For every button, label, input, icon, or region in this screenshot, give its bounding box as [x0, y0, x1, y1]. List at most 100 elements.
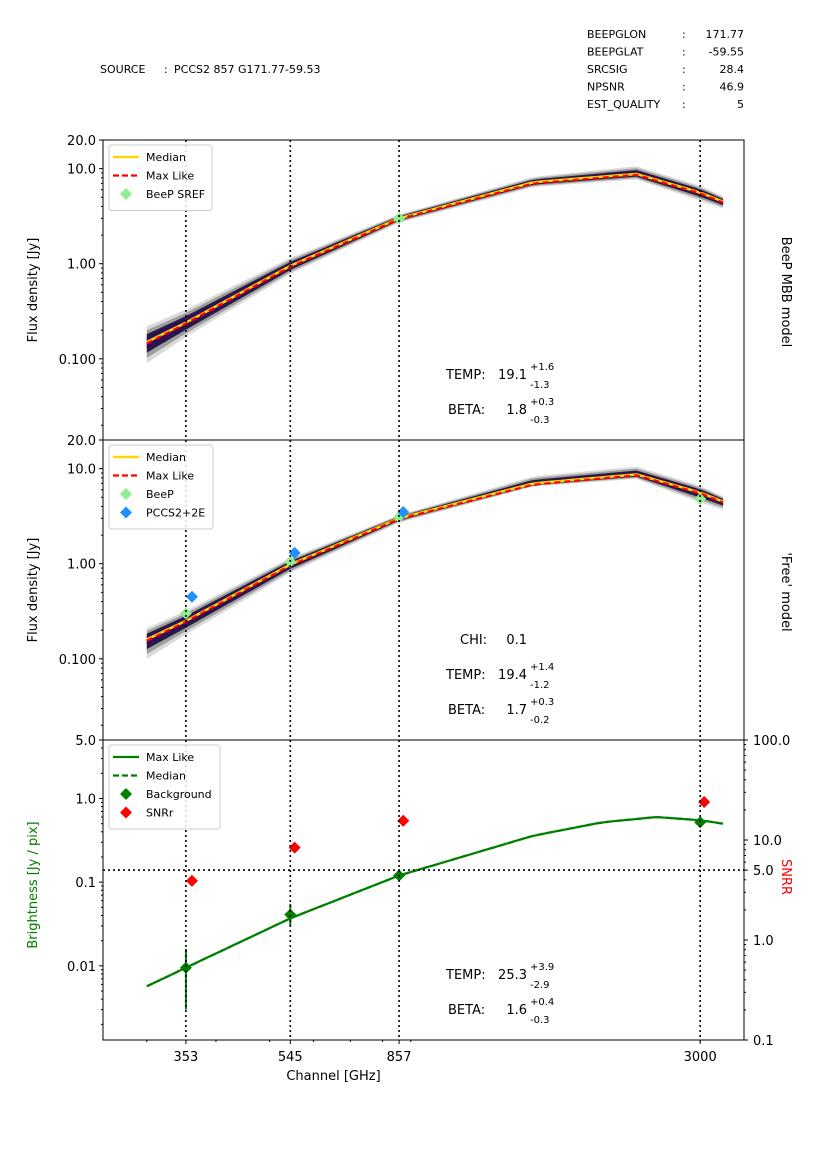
data-point-beep — [179, 607, 192, 620]
param-label: BETA: — [448, 403, 485, 418]
info-value: 46.9 — [720, 81, 745, 94]
param-label: BETA: — [448, 703, 485, 718]
y-axis-label: Brightness [Jy / pix] — [26, 821, 41, 948]
param-label: TEMP: — [445, 968, 486, 983]
param-minus: -2.9 — [530, 980, 550, 991]
posterior-band-1 — [146, 468, 724, 654]
info-value: -59.55 — [709, 46, 744, 59]
posterior-band-2 — [146, 170, 724, 353]
source-name: PCCS2 857 G171.77-59.53 — [174, 63, 320, 76]
legend-box — [108, 144, 213, 211]
data-point-beep — [694, 492, 707, 505]
info-key: NPSNR — [587, 81, 625, 94]
legend-label: PCCS2+2E — [146, 507, 205, 520]
info-key: EST_QUALITY — [587, 98, 660, 111]
data-point-pccs — [397, 505, 410, 518]
info-separator: : — [682, 98, 686, 111]
y-tick-label: 1.0 — [75, 792, 96, 807]
info-separator: : — [682, 28, 686, 41]
param-value: 1.6 — [506, 1003, 527, 1018]
legend-label: Max Like — [146, 170, 194, 183]
legend-box — [108, 444, 214, 530]
series-line-max-like — [146, 815, 724, 988]
series-line-median — [146, 815, 724, 988]
legend-box — [108, 744, 221, 830]
y-tick-label: 0.100 — [59, 653, 96, 668]
y-tick-label: 0.1 — [75, 876, 96, 891]
param-value: 19.4 — [498, 668, 527, 683]
param-plus: +0.3 — [530, 397, 554, 408]
param-label: TEMP: — [445, 668, 486, 683]
param-value: 19.1 — [498, 368, 527, 383]
param-value: 0.1 — [506, 633, 527, 648]
y2-tick-label: 10.0 — [753, 834, 782, 849]
header-info-table: BEEPGLON: 171.77 BEEPGLAT: -59.55 SRCSIG: 28.… — [587, 28, 744, 111]
legend-label: Max Like — [146, 751, 194, 764]
plot-area — [146, 466, 724, 659]
legend-handle-pccs — [120, 506, 132, 519]
info-value: 171.77 — [706, 28, 745, 41]
param-minus: -0.3 — [530, 415, 550, 426]
param-minus: -1.2 — [530, 680, 550, 691]
x-tick-label: 545 — [278, 1050, 303, 1065]
param-label: BETA: — [448, 1003, 485, 1018]
legend-label: Background — [146, 788, 212, 801]
param-label: CHI: — [460, 633, 487, 648]
y-tick-label: 10.0 — [67, 163, 96, 178]
series-line-median — [146, 473, 724, 641]
legend-handle-beep — [120, 188, 132, 200]
data-point-beep — [393, 212, 406, 225]
y-tick-label: 0.100 — [59, 353, 96, 368]
posterior-band-2 — [146, 470, 724, 650]
param-minus: -1.3 — [530, 380, 550, 391]
source-separator: : — [164, 63, 168, 76]
source-label: SOURCE — [100, 63, 145, 76]
param-plus: +0.3 — [530, 697, 554, 708]
chart-panel-3: 0.01 0.1 1.0 5.0 0.1 1.0 5.0 10.0 100.0 353 545 857… — [26, 734, 793, 1084]
plot-area — [146, 795, 724, 1010]
snrr-point — [698, 795, 711, 808]
posterior-band-3 — [146, 472, 724, 646]
x-tick-label: 857 — [387, 1050, 412, 1065]
legend-label: BeeP — [146, 488, 174, 501]
snrr-point — [185, 874, 198, 887]
param-minus: -0.2 — [530, 715, 550, 726]
fit-parameters: TEMP: 19.1+1.6 -1.3 BETA: 1.8+0.3 -0.3 — [445, 362, 554, 426]
y-tick-label: 1.00 — [67, 258, 96, 273]
background-point — [284, 908, 297, 921]
legend-label: Median — [146, 451, 186, 464]
legend: Max Like Median Background SNRr — [108, 744, 221, 830]
posterior-band-0 — [146, 166, 724, 364]
legend-label: Median — [146, 770, 186, 783]
posterior-band-0 — [146, 466, 724, 659]
y-tick-label: 20.0 — [67, 434, 96, 449]
info-separator: : — [682, 63, 686, 76]
y2-tick-label: 0.1 — [753, 1034, 774, 1049]
info-value: 28.4 — [720, 63, 745, 76]
background-point — [694, 816, 707, 829]
y-tick-label: 10.0 — [67, 463, 96, 478]
param-plus: +1.4 — [530, 662, 554, 673]
posterior-band-3 — [146, 171, 724, 349]
snrr-point — [288, 841, 301, 854]
info-key: BEEPGLAT — [587, 46, 644, 59]
legend: Median Max Like BeeP PCCS2+2E — [108, 444, 214, 530]
y2-tick-label: 100.0 — [753, 734, 790, 749]
param-value: 1.8 — [506, 403, 527, 418]
data-point-pccs — [185, 590, 198, 603]
chart-panels: 0.100 1.00 10.0 20.0 Flux density [Jy] BeeP M… — [26, 134, 793, 1084]
header-source: SOURCE : PCCS2 857 G171.77-59.53 — [100, 63, 320, 76]
posterior-band-1 — [146, 168, 724, 358]
fit-parameters: TEMP: 25.3+3.9 -2.9 BETA: 1.6+0.4 -0.3 — [445, 962, 554, 1026]
info-key: SRCSIG — [587, 63, 628, 76]
legend-label: SNRr — [146, 807, 174, 820]
info-separator: : — [682, 46, 686, 59]
legend-label: Max Like — [146, 470, 194, 483]
param-plus: +0.4 — [530, 997, 554, 1008]
legend: Median Max Like BeeP SREF — [108, 144, 213, 211]
legend-label: BeeP SREF — [146, 188, 205, 201]
legend-handle-beep — [120, 488, 132, 500]
param-value: 1.7 — [506, 703, 527, 718]
x-tick-label: 353 — [173, 1050, 198, 1065]
